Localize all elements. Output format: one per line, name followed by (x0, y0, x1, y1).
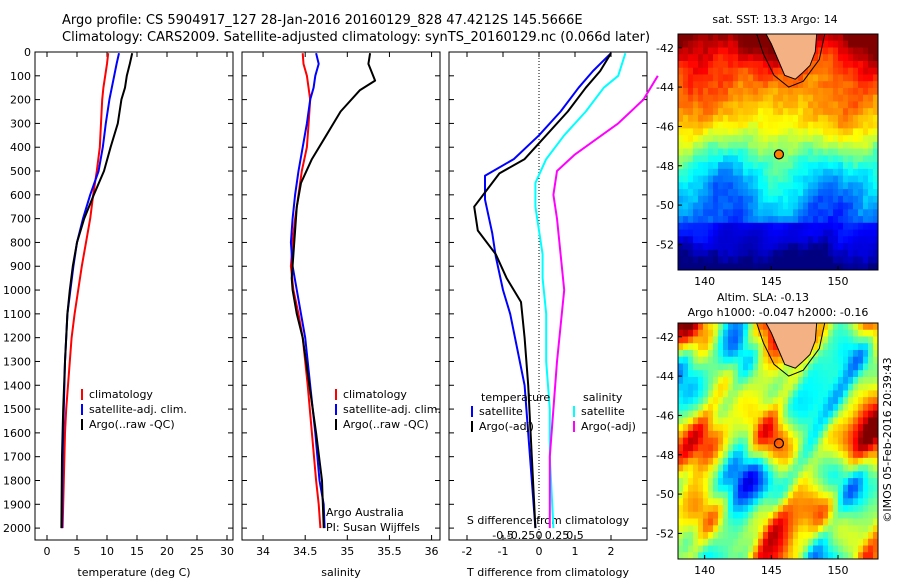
temperature-x-tick-label: 30 (220, 545, 234, 558)
temperature-legend-label: climatology (89, 388, 153, 401)
sla-map-y-tick-label: -50 (656, 488, 674, 501)
depth-tick-label: 1900 (3, 498, 31, 511)
sst-map-x-tick-label: 140 (694, 275, 715, 288)
sla-map-x-tick-label: 145 (761, 564, 782, 577)
sla-map-y-tick-label: -42 (656, 331, 674, 344)
sla-map-field (678, 323, 878, 559)
depth-tick-label: 1000 (3, 284, 31, 297)
difference-legend-header-salinity: salinity (583, 391, 623, 404)
salinity-x-tick-label: 36 (425, 545, 439, 558)
depth-tick-label: 1200 (3, 332, 31, 345)
temperature-x-tick-label: 15 (130, 545, 144, 558)
difference-x-tick-label: -1 (498, 545, 509, 558)
sla-map-y-tick-label: -46 (656, 409, 674, 422)
salinity-plot-frame (242, 52, 440, 540)
temperature-x-tick-label: 20 (160, 545, 174, 558)
temperature-legend-label: satellite-adj. clim. (89, 403, 187, 416)
sla-map-y-tick-label: -52 (656, 527, 674, 540)
salinity-x-tick-label: 35 (340, 545, 354, 558)
depth-tick-label: 900 (10, 260, 31, 273)
difference-top-tick-label: 0.5 (566, 529, 584, 542)
salinity-legend-label: climatology (343, 388, 407, 401)
sst-map-y-tick-label: -50 (656, 199, 674, 212)
difference-x-axis-label: T difference from climatology (466, 566, 629, 579)
difference-x-tick-label: 0 (536, 545, 543, 558)
salinity-x-tick-label: 35.5 (377, 545, 402, 558)
difference-x-tick-label: -2 (462, 545, 473, 558)
sst-map-title: sat. SST: 13.3 Argo: 14 (712, 13, 837, 26)
annotation-argo-australia: Argo Australia (326, 506, 404, 519)
temperature-x-tick-label: 10 (100, 545, 114, 558)
depth-tick-label: 600 (10, 189, 31, 202)
depth-tick-label: 1600 (3, 427, 31, 440)
depth-tick-label: 0 (24, 46, 31, 59)
depth-tick-label: 2000 (3, 522, 31, 535)
sst-map-x-tick-label: 150 (828, 275, 849, 288)
salinity-x-axis-label: salinity (321, 566, 361, 579)
sst-map-y-tick-label: -48 (656, 160, 674, 173)
salinity-legend-label: satellite-adj. clim. (343, 403, 441, 416)
sst-map-y-tick-label: -52 (656, 238, 674, 251)
difference-x-tick-label: 1 (572, 545, 579, 558)
temperature-legend-label: Argo(..raw -QC) (89, 418, 175, 431)
depth-tick-label: 700 (10, 213, 31, 226)
depth-tick-label: 200 (10, 94, 31, 107)
difference-legend-label: satellite (581, 405, 625, 418)
difference-x-tick-label: 2 (608, 545, 615, 558)
depth-tick-label: 500 (10, 165, 31, 178)
difference-top-axis-label: S difference from climatology (467, 514, 630, 527)
sla-map-subtitle: Argo h1000: -0.047 h2000: -0.16 (688, 306, 869, 319)
sst-map-y-tick-label: -46 (656, 120, 674, 133)
temperature-x-tick-label: 0 (44, 545, 51, 558)
depth-tick-label: 1100 (3, 308, 31, 321)
difference-legend-label: Argo(-adj) (479, 420, 534, 433)
depth-tick-label: 300 (10, 117, 31, 130)
difference-legend-label: Argo(-adj) (581, 420, 636, 433)
sla-map-y-tick-label: -48 (656, 449, 674, 462)
imos-credit: ©IMOS 05-Feb-2016 20:39:43 (881, 357, 894, 522)
salinity-x-tick-label: 34 (256, 545, 270, 558)
sst-map-y-tick-label: -42 (656, 42, 674, 55)
depth-tick-label: 1300 (3, 355, 31, 368)
difference-legend-header-temperature: temperature (481, 391, 550, 404)
depth-tick-label: 100 (10, 70, 31, 83)
depth-tick-label: 800 (10, 236, 31, 249)
difference-legend-label: satellite (479, 405, 523, 418)
temperature-x-tick-label: 5 (74, 545, 81, 558)
depth-tick-label: 1800 (3, 474, 31, 487)
annotation-pi-name: PI: Susan Wijffels (326, 521, 420, 534)
temperature-x-tick-label: 25 (190, 545, 204, 558)
sla-map-x-tick-label: 150 (828, 564, 849, 577)
difference-top-tick-label: 0 (536, 529, 543, 542)
depth-tick-label: 1700 (3, 451, 31, 464)
temperature-x-axis-label: temperature (deg C) (77, 566, 190, 579)
sst-map-argo-marker (774, 150, 783, 159)
sla-map-title: Altim. SLA: -0.13 (717, 291, 809, 304)
sst-map-x-tick-label: 145 (761, 275, 782, 288)
difference-top-tick-label: -0.25 (507, 529, 535, 542)
depth-tick-label: 400 (10, 141, 31, 154)
sla-map-x-tick-label: 140 (694, 564, 715, 577)
depth-tick-label: 1500 (3, 403, 31, 416)
sst-map-y-tick-label: -44 (656, 81, 674, 94)
salinity-x-tick-label: 34.5 (293, 545, 318, 558)
sla-map-y-tick-label: -44 (656, 370, 674, 383)
depth-tick-label: 1400 (3, 379, 31, 392)
salinity-legend-label: Argo(..raw -QC) (343, 418, 429, 431)
